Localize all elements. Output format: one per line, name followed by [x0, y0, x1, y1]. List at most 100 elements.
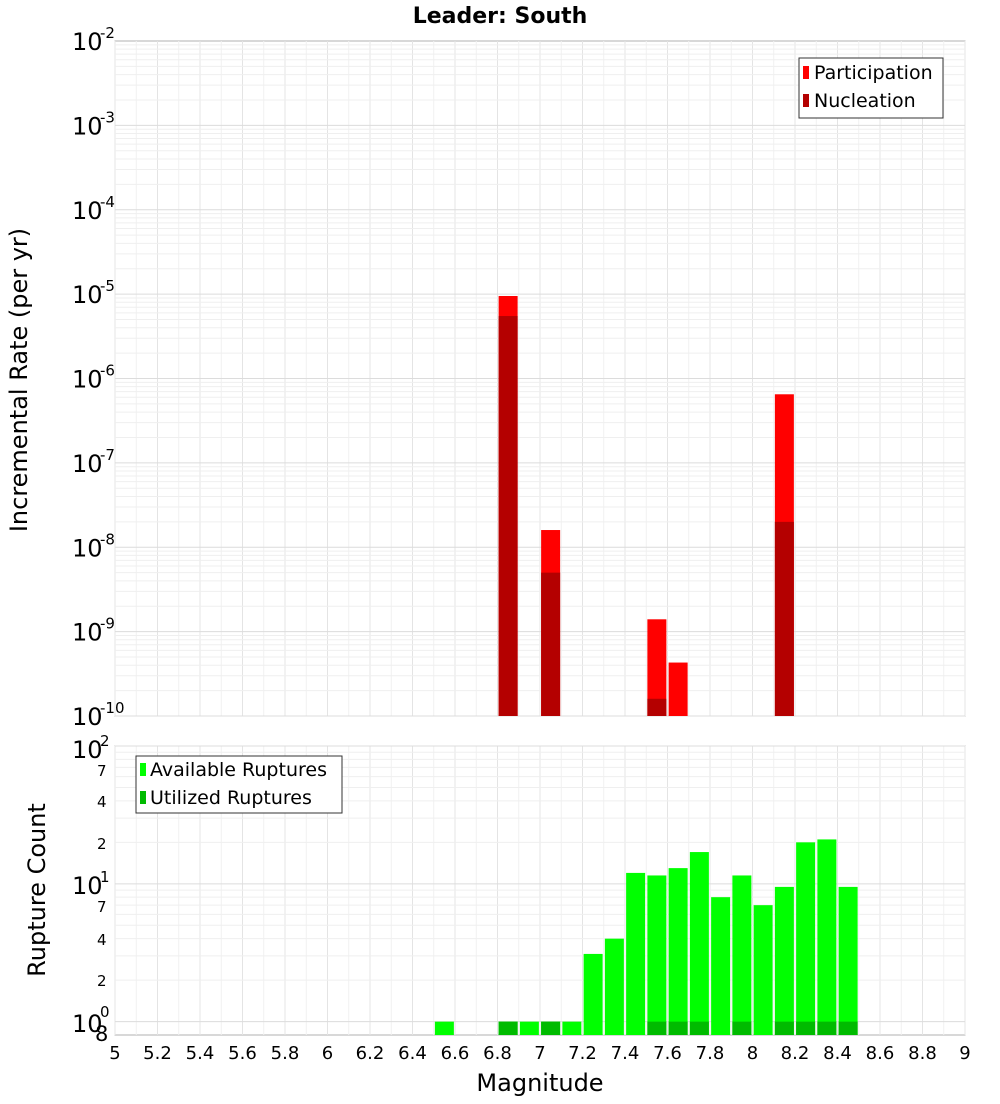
rate-bars [498, 296, 794, 716]
count-bar-available-ruptures [647, 875, 667, 1035]
rate-bar-participation [668, 662, 688, 716]
count-bar-available-ruptures [774, 886, 794, 1035]
count-bar-available-ruptures [604, 938, 624, 1035]
count-y-tick-labels: 10 2 10 1 10 0 8 7 4 2 7 4 2 [72, 732, 110, 1046]
rate-gridlines [114, 41, 966, 717]
rate-y-tick-exponent: -4 [100, 193, 115, 211]
rate-y-tick-labels: 10-210-310-410-510-610-710-810-910-10 [72, 24, 125, 731]
count-y-tick-1-extra: 8 [95, 1022, 108, 1046]
count-y-minor-4a: 4 [97, 793, 107, 811]
rate-bar-participation [647, 619, 667, 716]
rate-bar-nucleation [498, 316, 518, 716]
count-bar-utilized-ruptures [774, 1021, 794, 1035]
legend-label-utilized: Utilized Ruptures [150, 787, 312, 809]
x-tick-label: 7.2 [568, 1043, 597, 1064]
x-tick-label: 5.8 [271, 1043, 300, 1064]
x-tick-label: 8.8 [908, 1043, 937, 1064]
rate-y-tick-exponent: -5 [100, 277, 115, 295]
x-tick-label: 8.6 [866, 1043, 895, 1064]
count-bar-available-ruptures [519, 1021, 539, 1035]
count-bar-available-ruptures [626, 872, 646, 1035]
x-tick-label: 7.4 [611, 1043, 640, 1064]
rate-legend-box [798, 57, 944, 119]
rate-bar-nucleation [541, 572, 561, 716]
count-bar-available-ruptures [817, 839, 837, 1035]
rate-y-tick-base: 10 [72, 703, 103, 731]
count-y-tick-1-exp: 0 [100, 1003, 110, 1021]
chart-title: Leader: South [413, 4, 588, 29]
rate-y-tick-exponent: -6 [100, 362, 115, 380]
rate-y-tick-base: 10 [72, 619, 103, 647]
x-tick-label: 7.8 [696, 1043, 725, 1064]
rate-legend: Participation Nucleation [798, 57, 944, 119]
x-tick-label: 6.4 [398, 1043, 427, 1064]
x-tick-label: 9 [959, 1043, 970, 1064]
rate-y-axis-label: Incremental Rate (per yr) [5, 228, 33, 532]
x-tick-label: 6.8 [483, 1043, 512, 1064]
count-bar-utilized-ruptures [689, 1021, 709, 1035]
count-panel: 10 2 10 1 10 0 8 7 4 2 7 4 2 5 5.2 5.4 5.6 5… [23, 732, 971, 1097]
rate-y-tick-exponent: -7 [100, 446, 115, 464]
rate-y-tick-base: 10 [72, 366, 103, 394]
x-tick-label: 5 [109, 1043, 120, 1064]
rate-y-tick-base: 10 [72, 28, 103, 56]
legend-label-participation: Participation [814, 62, 933, 84]
x-tick-label: 7 [534, 1043, 545, 1064]
count-bar-available-ruptures [562, 1021, 582, 1035]
legend-label-nucleation: Nucleation [814, 90, 916, 112]
count-bar-utilized-ruptures [796, 1021, 816, 1035]
count-y-tick-10-base: 10 [72, 872, 103, 900]
legend-swatch-available [140, 763, 146, 776]
count-y-tick-100-base: 10 [72, 736, 103, 764]
legend-swatch-participation [803, 66, 809, 79]
count-y-minor-2a: 2 [97, 835, 107, 853]
count-bar-available-ruptures [838, 886, 858, 1035]
count-bars [434, 839, 858, 1035]
rate-y-tick-exponent: -8 [100, 530, 115, 548]
count-y-minor-7a: 7 [97, 762, 107, 780]
count-legend: Available Ruptures Utilized Ruptures [135, 755, 343, 814]
count-bar-available-ruptures [668, 868, 688, 1035]
count-gridlines [114, 745, 966, 1035]
rate-y-tick-exponent: -10 [100, 699, 125, 717]
rate-y-tick-base: 10 [72, 450, 103, 478]
count-bar-available-ruptures [732, 875, 752, 1035]
x-tick-label: 5.6 [228, 1043, 257, 1064]
x-tick-labels: 5 5.2 5.4 5.6 5.8 6 6.2 6.4 6.6 6.8 7 7.2 7.4 7.6 7.8 8… [109, 1043, 970, 1064]
count-bar-available-ruptures [583, 953, 603, 1035]
count-y-minor-7b: 7 [97, 898, 107, 916]
count-bar-utilized-ruptures [541, 1021, 561, 1035]
x-tick-label: 6 [322, 1043, 333, 1064]
count-bar-utilized-ruptures [668, 1021, 688, 1035]
x-tick-label: 5.2 [143, 1043, 172, 1064]
count-bar-utilized-ruptures [838, 1021, 858, 1035]
count-y-tick-1-base: 10 [72, 1010, 103, 1038]
count-bar-utilized-ruptures [498, 1021, 518, 1035]
count-y-tick-100-exp: 2 [100, 732, 110, 750]
count-y-axis-label: Rupture Count [23, 803, 51, 977]
legend-label-available: Available Ruptures [150, 759, 327, 781]
legend-swatch-utilized [140, 791, 146, 804]
count-bar-available-ruptures [434, 1021, 454, 1035]
count-y-tick-10-exp: 1 [100, 868, 110, 886]
rate-panel: 10-210-310-410-510-610-710-810-910-10 In… [5, 24, 966, 731]
count-bar-available-ruptures [689, 852, 709, 1035]
x-axis-label: Magnitude [476, 1069, 603, 1097]
x-tick-label: 6.2 [356, 1043, 385, 1064]
rate-y-tick-exponent: -9 [100, 615, 115, 633]
x-tick-label: 8 [747, 1043, 758, 1064]
count-bar-utilized-ruptures [732, 1021, 752, 1035]
rate-y-tick-exponent: -2 [100, 24, 115, 42]
rate-bar-nucleation [774, 521, 794, 716]
count-bar-available-ruptures [796, 842, 816, 1035]
count-bar-available-ruptures [753, 905, 773, 1035]
rate-y-tick-base: 10 [72, 112, 103, 140]
x-tick-label: 7.6 [653, 1043, 682, 1064]
count-y-minor-4b: 4 [97, 931, 107, 949]
rate-y-tick-base: 10 [72, 197, 103, 225]
legend-swatch-nucleation [803, 94, 809, 107]
rate-y-tick-base: 10 [72, 534, 103, 562]
count-bar-utilized-ruptures [817, 1021, 837, 1035]
